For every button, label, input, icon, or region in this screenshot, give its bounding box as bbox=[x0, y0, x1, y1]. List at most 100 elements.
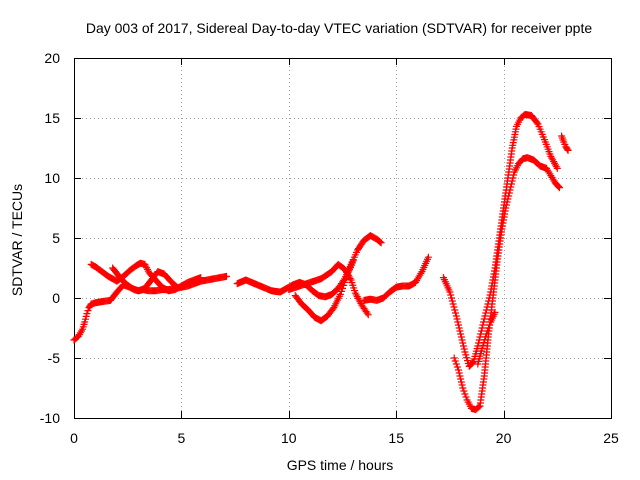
data-point bbox=[453, 363, 461, 371]
data-point bbox=[349, 257, 357, 265]
data-point bbox=[452, 309, 460, 317]
series-arc-5 bbox=[291, 257, 357, 325]
data-point bbox=[506, 186, 514, 194]
x-tick-label: 25 bbox=[603, 430, 619, 446]
data-point bbox=[555, 184, 563, 192]
data-point bbox=[477, 327, 485, 335]
data-point bbox=[475, 403, 483, 411]
data-point bbox=[143, 265, 151, 273]
data-point bbox=[453, 315, 461, 323]
data-point bbox=[449, 300, 457, 308]
data-point bbox=[172, 282, 180, 290]
data-point bbox=[450, 303, 458, 311]
data-point bbox=[459, 339, 467, 347]
x-tick-label: 5 bbox=[178, 430, 186, 446]
data-point bbox=[454, 321, 462, 329]
data-point bbox=[553, 164, 561, 172]
data-point bbox=[457, 378, 465, 386]
data-point bbox=[223, 272, 231, 280]
data-point bbox=[460, 387, 468, 395]
data-point bbox=[339, 284, 346, 292]
y-tick-label: 15 bbox=[44, 110, 60, 126]
data-point bbox=[451, 357, 459, 365]
data-point bbox=[507, 180, 515, 188]
data-point bbox=[337, 287, 345, 295]
series-arc-3 bbox=[109, 264, 181, 295]
data-point bbox=[340, 281, 348, 289]
data-point bbox=[457, 375, 465, 383]
data-point bbox=[486, 321, 494, 329]
data-point bbox=[197, 274, 205, 282]
series-arc-7 bbox=[360, 253, 432, 304]
data-point bbox=[448, 294, 456, 302]
y-axis-label: SDTVAR / TECUs bbox=[9, 184, 25, 296]
data-point bbox=[363, 309, 371, 317]
data-point bbox=[454, 318, 462, 326]
data-point bbox=[483, 327, 491, 335]
series-arc-9 bbox=[450, 154, 563, 414]
series-arc-10 bbox=[474, 308, 499, 368]
data-point bbox=[460, 345, 468, 353]
data-point bbox=[456, 372, 464, 380]
data-point bbox=[336, 290, 344, 298]
data-point bbox=[375, 237, 383, 245]
y-tick-label: -5 bbox=[48, 350, 61, 366]
data-point bbox=[141, 260, 149, 268]
data-point bbox=[459, 384, 467, 392]
x-tick-labels: 0 5 10 15 20 25 bbox=[70, 430, 619, 446]
data-point bbox=[485, 324, 493, 332]
data-point bbox=[505, 192, 513, 200]
data-point bbox=[479, 321, 487, 329]
data-point bbox=[461, 390, 469, 398]
data-point bbox=[482, 330, 490, 338]
ticks bbox=[74, 58, 612, 419]
y-tick-label: 20 bbox=[44, 50, 60, 66]
chart-title: Day 003 of 2017, Sidereal Day-to-day VTE… bbox=[86, 20, 593, 36]
data-point bbox=[462, 393, 470, 401]
data-point bbox=[376, 238, 384, 246]
data-point bbox=[503, 198, 511, 206]
data-point bbox=[447, 291, 455, 299]
x-axis-label: GPS time / hours bbox=[287, 457, 394, 473]
x-tick-label: 10 bbox=[281, 430, 297, 446]
data-point bbox=[502, 204, 510, 212]
data-point bbox=[460, 342, 468, 350]
data-point bbox=[173, 283, 181, 291]
y-tick-labels: -10 -5 0 5 10 15 20 bbox=[40, 50, 60, 426]
data-point bbox=[480, 315, 488, 323]
data-point bbox=[424, 253, 432, 261]
data-point bbox=[451, 306, 459, 314]
data-point bbox=[507, 183, 515, 191]
data-point bbox=[508, 177, 516, 185]
y-tick-label: 5 bbox=[52, 230, 60, 246]
series-arc-6 bbox=[285, 260, 372, 319]
series-arc-4 bbox=[233, 232, 385, 301]
series-arc-11 bbox=[558, 132, 572, 154]
data-point bbox=[509, 174, 517, 182]
data-point bbox=[457, 330, 465, 338]
x-tick-label: 15 bbox=[388, 430, 404, 446]
data-point bbox=[143, 264, 151, 272]
data-point bbox=[478, 324, 486, 332]
data-point bbox=[455, 324, 463, 332]
data-point bbox=[564, 146, 572, 154]
data-point bbox=[364, 311, 372, 319]
data-point bbox=[377, 239, 385, 247]
data-point bbox=[341, 278, 349, 286]
data-point bbox=[83, 310, 91, 318]
data-point bbox=[533, 119, 541, 127]
data-point bbox=[502, 201, 510, 209]
data-point bbox=[552, 163, 560, 171]
data-point bbox=[491, 308, 499, 316]
grid bbox=[74, 58, 611, 418]
data-point bbox=[480, 318, 488, 326]
x-tick-label: 0 bbox=[70, 430, 78, 446]
y-tick-label: 10 bbox=[44, 170, 60, 186]
data-point bbox=[452, 360, 460, 368]
data-point bbox=[452, 312, 460, 320]
data-point bbox=[555, 183, 563, 191]
x-tick-label: 20 bbox=[496, 430, 512, 446]
data-point bbox=[142, 262, 150, 270]
data-point bbox=[505, 189, 513, 197]
